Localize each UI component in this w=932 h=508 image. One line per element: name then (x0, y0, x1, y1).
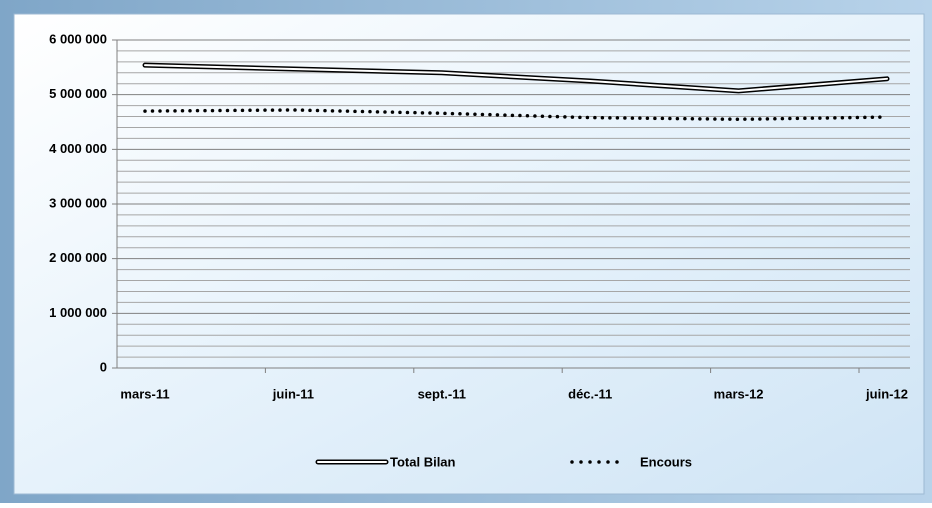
y-tick-label: 6 000 000 (49, 31, 107, 46)
series-line-inner (144, 64, 888, 92)
x-tick-label: juin-11 (272, 386, 314, 401)
y-tick-label: 3 000 000 (49, 195, 107, 210)
y-tick-label: 1 000 000 (49, 305, 107, 320)
y-tick-label: 5 000 000 (49, 86, 107, 101)
legend-label: Encours (640, 454, 692, 469)
chart-area (13, 13, 925, 495)
y-tick-label: 4 000 000 (49, 141, 107, 156)
x-tick-label: juin-12 (865, 386, 908, 401)
x-tick-label: déc.-11 (568, 386, 612, 401)
y-tick-label: 2 000 000 (49, 250, 107, 265)
x-tick-label: mars-11 (120, 386, 169, 401)
legend-label: Total Bilan (390, 454, 456, 469)
x-tick-label: mars-12 (714, 386, 764, 401)
y-tick-label: 0 (100, 359, 107, 374)
x-tick-label: sept.-11 (418, 386, 466, 401)
